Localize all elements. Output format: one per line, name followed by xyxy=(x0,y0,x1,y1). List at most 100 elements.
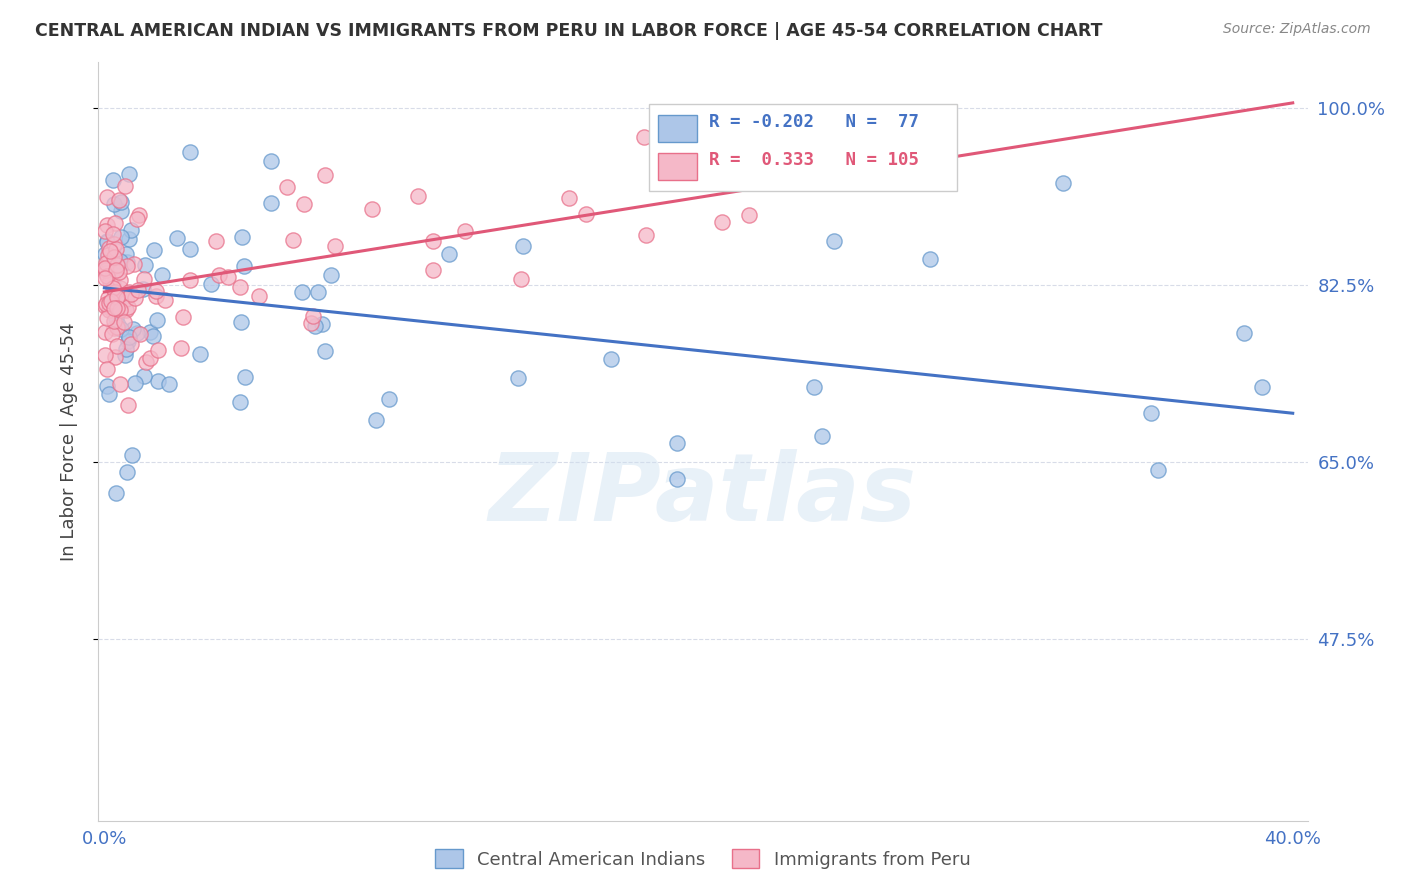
Point xyxy=(100,300,122,314)
Point xyxy=(100,293,122,308)
Point xyxy=(125,326,148,340)
Point xyxy=(98,302,121,317)
Point xyxy=(1052,176,1074,190)
Point xyxy=(157,377,180,392)
FancyBboxPatch shape xyxy=(648,104,957,191)
Point xyxy=(96,269,118,284)
Point xyxy=(738,208,761,222)
Point xyxy=(231,229,253,244)
Point xyxy=(110,273,132,287)
Point xyxy=(94,299,117,313)
Point xyxy=(145,289,167,303)
Point xyxy=(104,261,127,276)
Point xyxy=(131,282,153,296)
Point xyxy=(142,244,165,258)
Point xyxy=(115,342,138,356)
Point xyxy=(717,136,740,151)
Point xyxy=(107,265,129,279)
Point xyxy=(97,291,120,305)
Point xyxy=(1140,406,1163,420)
Point xyxy=(101,302,124,317)
Point xyxy=(179,273,201,287)
Point xyxy=(132,368,155,383)
Point xyxy=(360,202,382,217)
Point xyxy=(229,315,252,329)
Point xyxy=(118,232,141,246)
Text: R =  0.333   N = 105: R = 0.333 N = 105 xyxy=(709,151,920,169)
Point xyxy=(105,290,128,304)
Point xyxy=(803,380,825,394)
Point xyxy=(323,238,346,252)
Point xyxy=(101,173,124,187)
Point xyxy=(135,355,157,369)
Point xyxy=(101,277,124,291)
Text: Source: ZipAtlas.com: Source: ZipAtlas.com xyxy=(1223,22,1371,37)
Point xyxy=(170,342,193,356)
Point xyxy=(110,377,132,392)
Point xyxy=(121,448,143,462)
Point xyxy=(103,197,125,211)
Point xyxy=(200,277,222,291)
Point xyxy=(104,486,127,500)
Point xyxy=(364,413,387,427)
Point xyxy=(104,285,127,299)
Point xyxy=(108,303,131,318)
Point xyxy=(94,348,117,362)
Point xyxy=(107,318,129,332)
Point xyxy=(918,252,941,266)
Point xyxy=(665,472,688,486)
Point xyxy=(115,465,138,479)
Point xyxy=(103,321,125,335)
Point xyxy=(98,244,121,258)
Point xyxy=(299,316,322,330)
Point xyxy=(179,242,201,256)
Point xyxy=(103,250,125,264)
Point xyxy=(96,362,118,376)
Point xyxy=(508,371,530,385)
Point xyxy=(117,330,139,344)
Point xyxy=(117,398,139,412)
Point xyxy=(229,395,252,409)
Point xyxy=(98,274,121,288)
Point xyxy=(129,326,152,341)
Point xyxy=(114,292,136,306)
Point xyxy=(249,289,271,303)
Point xyxy=(108,193,131,207)
Point xyxy=(208,268,231,282)
Point xyxy=(1250,380,1272,394)
Point xyxy=(94,266,117,280)
Point xyxy=(97,296,120,310)
Point xyxy=(105,258,128,272)
Point xyxy=(229,280,252,294)
Point xyxy=(823,235,845,249)
Point xyxy=(290,285,312,299)
Point xyxy=(98,241,121,255)
Point xyxy=(115,246,138,260)
Point xyxy=(307,285,329,300)
Point xyxy=(103,227,125,241)
Point xyxy=(117,334,139,349)
Point xyxy=(633,130,655,145)
Point xyxy=(118,285,141,300)
Point xyxy=(120,337,142,351)
Y-axis label: In Labor Force | Age 45-54: In Labor Force | Age 45-54 xyxy=(59,322,77,561)
Point xyxy=(108,253,131,268)
Point xyxy=(145,313,167,327)
Point xyxy=(110,230,132,244)
Point xyxy=(107,301,129,315)
Point xyxy=(406,188,429,202)
Point xyxy=(1233,326,1256,340)
Point xyxy=(114,292,136,306)
Point xyxy=(94,224,117,238)
FancyBboxPatch shape xyxy=(658,153,697,180)
Point xyxy=(94,271,117,285)
Point xyxy=(100,294,122,309)
Point xyxy=(117,254,139,268)
Point xyxy=(104,262,127,277)
Point xyxy=(105,310,128,325)
Point xyxy=(94,246,117,260)
Point xyxy=(153,293,176,307)
Text: CENTRAL AMERICAN INDIAN VS IMMIGRANTS FROM PERU IN LABOR FORCE | AGE 45-54 CORRE: CENTRAL AMERICAN INDIAN VS IMMIGRANTS FR… xyxy=(35,22,1102,40)
Point xyxy=(104,242,127,256)
Point xyxy=(378,392,401,406)
